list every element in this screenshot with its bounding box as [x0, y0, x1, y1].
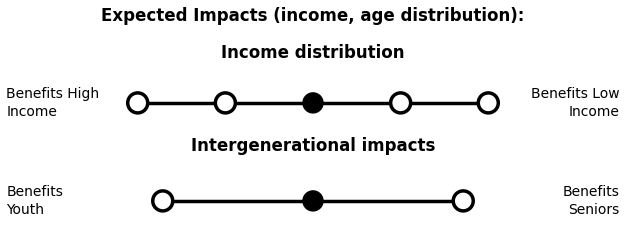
Circle shape	[153, 191, 173, 211]
Text: Benefits
Youth: Benefits Youth	[6, 185, 63, 217]
Text: Benefits Low
Income: Benefits Low Income	[531, 87, 620, 119]
Circle shape	[303, 191, 323, 211]
Circle shape	[453, 191, 473, 211]
Text: Benefits
Seniors: Benefits Seniors	[563, 185, 620, 217]
Text: Intergenerational impacts: Intergenerational impacts	[191, 137, 435, 155]
Circle shape	[215, 93, 235, 113]
Text: Income distribution: Income distribution	[221, 44, 405, 62]
Circle shape	[391, 93, 411, 113]
Text: Expected Impacts (income, age distribution):: Expected Impacts (income, age distributi…	[101, 7, 525, 25]
Circle shape	[128, 93, 148, 113]
Circle shape	[303, 93, 323, 113]
Text: Benefits High
Income: Benefits High Income	[6, 87, 100, 119]
Circle shape	[478, 93, 498, 113]
